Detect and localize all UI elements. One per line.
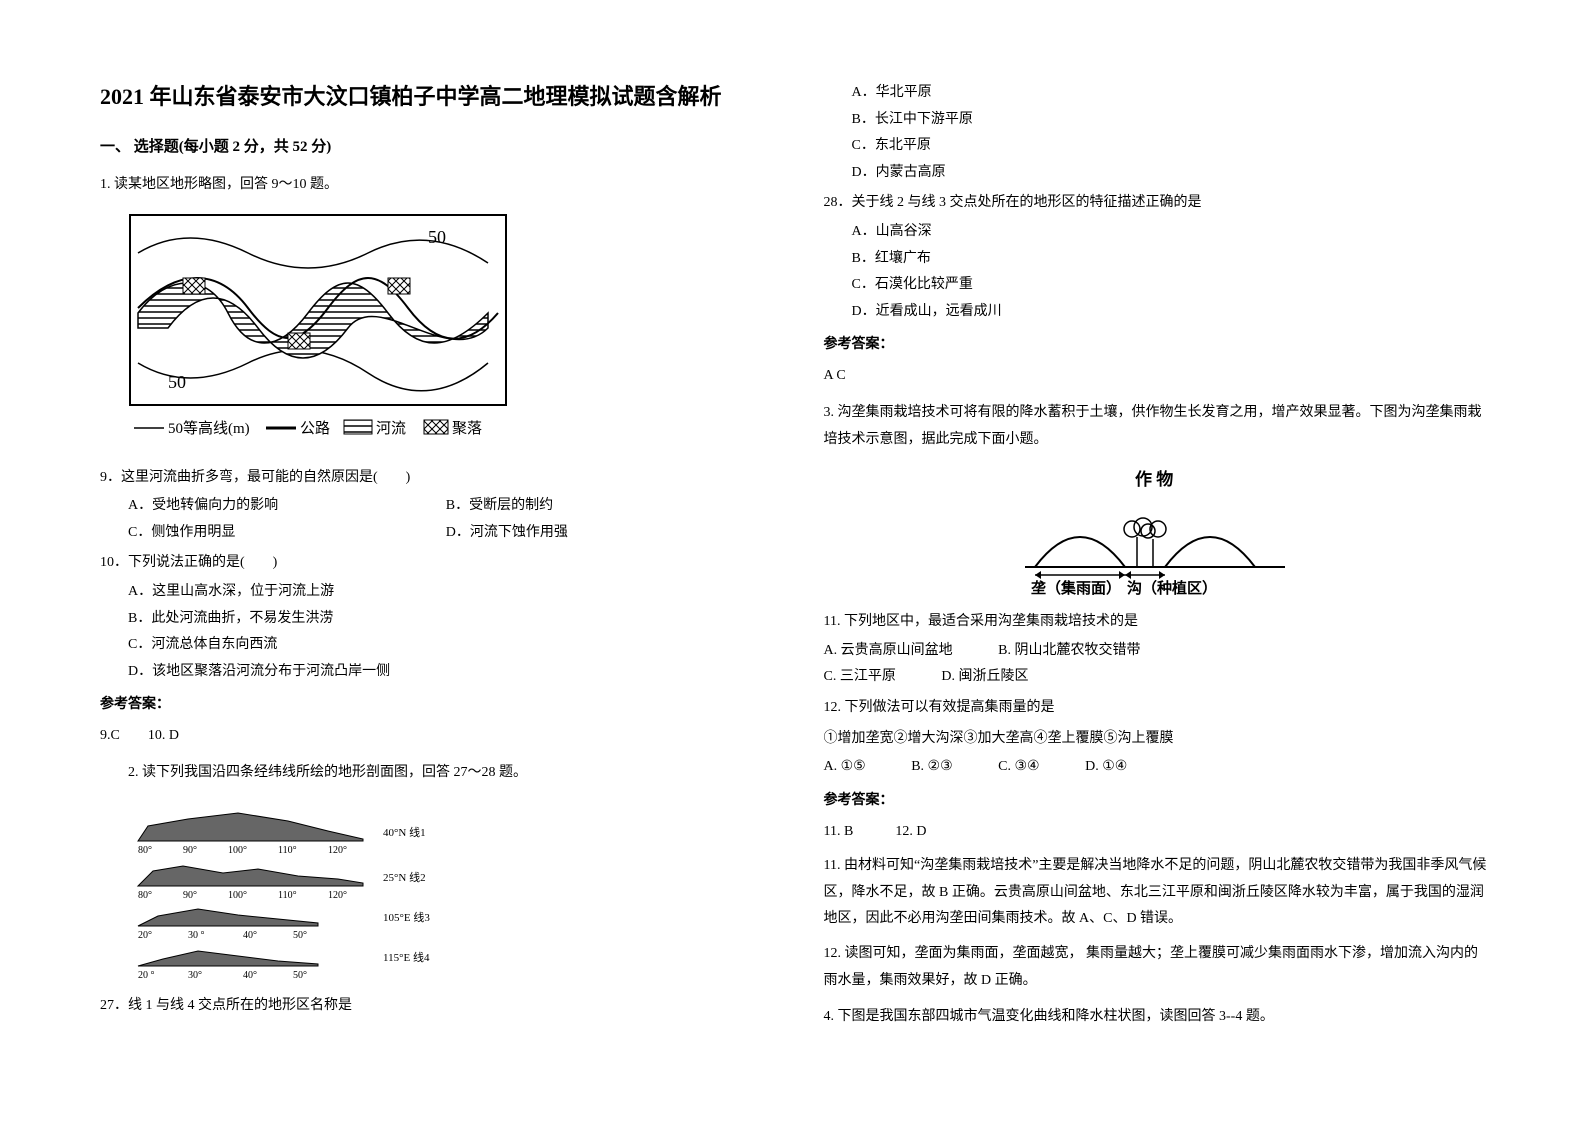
q1-opt9-row1: A．受地转偏向力的影响 B．受断层的制约: [128, 493, 764, 520]
q2-figure: 80° 90° 100° 110° 120° 40°N 线1 80° 90° 100° 110…: [128, 801, 764, 981]
q1-label-50-top: 50: [428, 227, 446, 247]
right-column: A．华北平原 B．长江中下游平原 C．东北平原 D．内蒙古高原 28．关于线 2…: [824, 80, 1488, 1082]
q4-stem: 4. 下图是我国东部四城市气温变化曲线和降水柱状图，读图回答 3--4 题。: [824, 1004, 1488, 1031]
q1-stem: 1. 读某地区地形略图，回答 9～10 题。: [100, 172, 764, 199]
svg-text:40°: 40°: [243, 970, 257, 981]
q1-answer-heading: 参考答案：: [100, 693, 764, 713]
svg-text:120°: 120°: [328, 845, 347, 856]
q1-opt9-d: D．河流下蚀作用强: [446, 520, 764, 547]
q3-opt11-d: D. 闽浙丘陵区: [941, 669, 1028, 684]
q2-line1-label: 40°N 线1: [383, 825, 426, 839]
exam-title: 2021 年山东省泰安市大汶口镇柏子中学高二地理模拟试题含解析: [100, 80, 764, 113]
q2-answer-heading: 参考答案：: [824, 333, 1488, 353]
q2-opt27-a: A．华北平原: [852, 80, 1488, 107]
q3-answer-heading: 参考答案：: [824, 789, 1488, 809]
q3-figure: 作 物 垄（集雨面） 沟（种植区）: [1025, 467, 1285, 597]
q1-answer: 9.C 10. D: [100, 723, 764, 750]
q1-opt9-c: C．侧蚀作用明显: [128, 520, 446, 547]
q2-stem: 2. 读下列我国沿四条经纬线所绘的地形剖面图，回答 27～28 题。: [128, 760, 764, 787]
q2-line3-label: 105°E 线3: [383, 910, 430, 924]
q3-opt11-a: A. 云贵高原山间盆地: [824, 643, 953, 658]
svg-text:20 °: 20 °: [138, 970, 155, 981]
q2-opt27-b: B．长江中下游平原: [852, 107, 1488, 134]
q3-sub11: 11. 下列地区中，最适合采用沟垄集雨栽培技术的是: [824, 609, 1488, 636]
q2-opt28-c: C．石漠化比较严重: [852, 272, 1488, 299]
legend-contour: 50等高线(m): [168, 419, 250, 437]
q1-opt10-d: D．该地区聚落沿河流分布于河流凸岸一侧: [128, 659, 764, 686]
q2-opt27-d: D．内蒙古高原: [852, 160, 1488, 187]
svg-text:80°: 80°: [138, 845, 152, 856]
q1-opt9-row2: C．侧蚀作用明显 D．河流下蚀作用强: [128, 520, 764, 547]
svg-text:50°: 50°: [293, 970, 307, 981]
svg-text:20°: 20°: [138, 930, 152, 941]
q3-opt12-a: A. ①⑤: [824, 759, 866, 774]
q1-opt10-c: C．河流总体自东向西流: [128, 632, 764, 659]
q1-label-50-bottom: 50: [168, 372, 186, 392]
svg-text:40°: 40°: [243, 930, 257, 941]
q3-opt12-row: A. ①⑤ B. ②③ C. ③④ D. ①④: [824, 754, 1488, 781]
svg-text:80°: 80°: [138, 890, 152, 901]
q2-line2-label: 25°N 线2: [383, 870, 426, 884]
q3-opt12-d: D. ①④: [1085, 759, 1127, 774]
left-column: 2021 年山东省泰安市大汶口镇柏子中学高二地理模拟试题含解析 一、 选择题(每…: [100, 80, 764, 1082]
q2-sub27: 27．线 1 与线 4 交点所在的地形区名称是: [100, 993, 764, 1020]
q3-crop-label: 作 物: [1135, 469, 1173, 489]
q1-sub9: 9．这里河流曲折多弯，最可能的自然原因是( ): [100, 465, 764, 492]
q1-opt9-a: A．受地转偏向力的影响: [128, 493, 446, 520]
q2-opt28-a: A．山高谷深: [852, 219, 1488, 246]
svg-text:30 °: 30 °: [188, 930, 205, 941]
q1-opt10-a: A．这里山高水深，位于河流上游: [128, 579, 764, 606]
q3-opt11-row2: C. 三江平原 D. 闽浙丘陵区: [824, 664, 1488, 691]
q3-answer-line: 11. B 12. D: [824, 819, 1488, 846]
svg-text:100°: 100°: [228, 890, 247, 901]
legend-river: 河流: [376, 420, 406, 437]
svg-text:110°: 110°: [278, 845, 297, 856]
section-1-heading: 一、 选择题(每小题 2 分，共 52 分): [100, 135, 764, 156]
svg-text:110°: 110°: [278, 890, 297, 901]
q3-furrow-label: 沟（种植区）: [1127, 579, 1217, 597]
q3-sub12: 12. 下列做法可以有效提高集雨量的是: [824, 695, 1488, 722]
q3-opt11-c: C. 三江平原: [824, 669, 896, 684]
svg-text:100°: 100°: [228, 845, 247, 856]
legend-road: 公路: [300, 420, 330, 437]
svg-text:90°: 90°: [183, 890, 197, 901]
svg-text:50°: 50°: [293, 930, 307, 941]
q2-opt27-c: C．东北平原: [852, 133, 1488, 160]
q1-figure: 50 50 50等高线(m) 公路 河流 聚落: [128, 213, 764, 453]
q3-opt12-c: C. ③④: [998, 759, 1039, 774]
q2-opt28-b: B．红壤广布: [852, 246, 1488, 273]
q3-choices12: ①增加垄宽②增大沟深③加大垄高④垄上覆膜⑤沟上覆膜: [824, 726, 1488, 753]
q2-line4-label: 115°E 线4: [383, 950, 430, 964]
q3-stem: 3. 沟垄集雨栽培技术可将有限的降水蓄积于土壤，供作物生长发育之用，增产效果显著…: [824, 400, 1488, 453]
q3-explain12: 12. 读图可知，垄面为集雨面，垄面越宽， 集雨量越大；垄上覆膜可减少集雨面雨水…: [824, 941, 1488, 994]
svg-text:30°: 30°: [188, 970, 202, 981]
q3-ridge-label: 垄（集雨面）: [1031, 579, 1121, 597]
q3-explain11: 11. 由材料可知“沟垄集雨栽培技术”主要是解决当地降水不足的问题，阴山北麓农牧…: [824, 853, 1488, 933]
q3-opt11-b: B. 阴山北麓农牧交错带: [998, 643, 1140, 658]
q2-sub28: 28．关于线 2 与线 3 交点处所在的地形区的特征描述正确的是: [824, 190, 1488, 217]
q1-sub10: 10．下列说法正确的是( ): [100, 550, 764, 577]
q3-opt11-row1: A. 云贵高原山间盆地 B. 阴山北麓农牧交错带: [824, 638, 1488, 665]
svg-text:90°: 90°: [183, 845, 197, 856]
legend-settlement: 聚落: [452, 420, 482, 437]
svg-text:120°: 120°: [328, 890, 347, 901]
q1-opt9-b: B．受断层的制约: [446, 493, 764, 520]
q1-opt10-b: B．此处河流曲折，不易发生洪涝: [128, 606, 764, 633]
q3-opt12-b: B. ②③: [911, 759, 952, 774]
q2-opt28-d: D．近看成山，远看成川: [852, 299, 1488, 326]
q2-answer: A C: [824, 363, 1488, 390]
